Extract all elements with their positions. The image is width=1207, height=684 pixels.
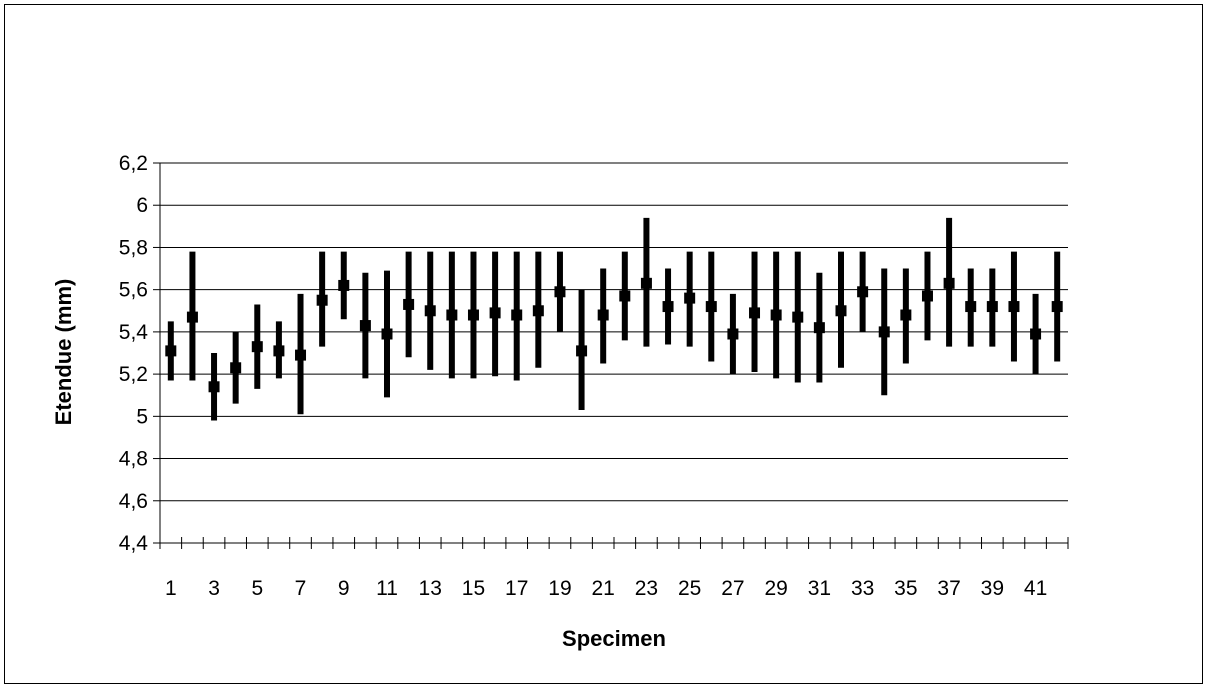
y-tick-label: 5,6 (119, 279, 148, 302)
mean-marker (381, 328, 393, 340)
x-tick-label: 5 (251, 577, 263, 600)
x-tick-label: 3 (208, 577, 220, 600)
y-tick-label: 4,6 (119, 490, 148, 513)
mean-marker (727, 328, 739, 340)
mean-marker (467, 309, 479, 321)
mean-marker (489, 307, 501, 319)
mean-marker (640, 277, 652, 289)
mean-marker (403, 298, 415, 310)
x-tick-label: 25 (678, 577, 701, 600)
x-tick-label: 15 (462, 577, 485, 600)
mean-marker (770, 309, 782, 321)
mean-marker (165, 345, 177, 357)
mean-marker (576, 345, 588, 357)
mean-marker (705, 301, 717, 313)
mean-marker (316, 294, 328, 306)
mean-marker (662, 301, 674, 313)
x-tick-label: 37 (937, 577, 960, 600)
x-tick-label: 33 (851, 577, 874, 600)
mean-marker (749, 307, 761, 319)
mean-marker (965, 301, 977, 313)
mean-marker (1030, 328, 1042, 340)
mean-marker (619, 290, 631, 302)
y-tick-label: 6 (136, 194, 148, 217)
mean-marker (359, 320, 371, 332)
mean-marker (186, 311, 198, 323)
mean-marker (921, 290, 933, 302)
y-axis-title: Etendue (mm) (51, 279, 76, 426)
x-tick-label: 23 (635, 577, 658, 600)
mean-marker (554, 286, 566, 298)
mean-marker (900, 309, 912, 321)
y-tick-label: 5 (136, 405, 148, 428)
x-tick-label: 9 (338, 577, 350, 600)
x-tick-label: 19 (548, 577, 571, 600)
y-tick-label: 5,4 (119, 321, 149, 344)
mean-marker (857, 286, 869, 298)
mean-marker (424, 305, 436, 317)
y-tick-label: 4,8 (119, 448, 148, 471)
mean-marker (943, 277, 955, 289)
mean-marker (878, 326, 890, 338)
mean-marker (338, 279, 350, 291)
x-tick-label: 21 (592, 577, 615, 600)
x-tick-label: 7 (295, 577, 307, 600)
x-tick-label: 41 (1024, 577, 1047, 600)
x-tick-label: 31 (808, 577, 831, 600)
x-tick-label: 1 (165, 577, 177, 600)
mean-marker (684, 292, 696, 304)
mean-marker (532, 305, 544, 317)
mean-marker (251, 341, 263, 353)
x-tick-label: 11 (376, 577, 398, 600)
x-tick-label: 17 (505, 577, 528, 600)
mean-marker (597, 309, 609, 321)
mean-marker (792, 311, 804, 323)
mean-marker (835, 305, 847, 317)
mean-marker (208, 381, 220, 393)
mean-marker (1051, 301, 1063, 313)
mean-marker (295, 349, 307, 361)
gridlines (160, 162, 1068, 502)
mean-marker (1008, 301, 1020, 313)
x-tick-label: 35 (894, 577, 917, 600)
axes (153, 162, 1069, 549)
y-tick-label: 4,4 (119, 532, 149, 555)
y-tick-label: 6,2 (119, 152, 148, 175)
mean-marker (813, 322, 825, 334)
x-tick-label: 39 (981, 577, 1004, 600)
y-tick-label: 5,8 (119, 236, 148, 259)
mean-marker (511, 309, 523, 321)
mean-marker (446, 309, 458, 321)
data-marks (165, 217, 1063, 421)
x-tick-label: 29 (764, 577, 787, 600)
mean-marker (986, 301, 998, 313)
tick-labels: 4,44,64,855,25,45,65,866,21 3 5 7 9 11 13 15 17 1… (119, 152, 1047, 600)
y-tick-label: 5,2 (119, 363, 148, 386)
mean-marker (273, 345, 285, 357)
x-tick-label: 27 (721, 577, 744, 600)
x-axis-title: Specimen (562, 626, 666, 651)
x-tick-label: 13 (419, 577, 442, 600)
mean-marker (230, 362, 242, 374)
